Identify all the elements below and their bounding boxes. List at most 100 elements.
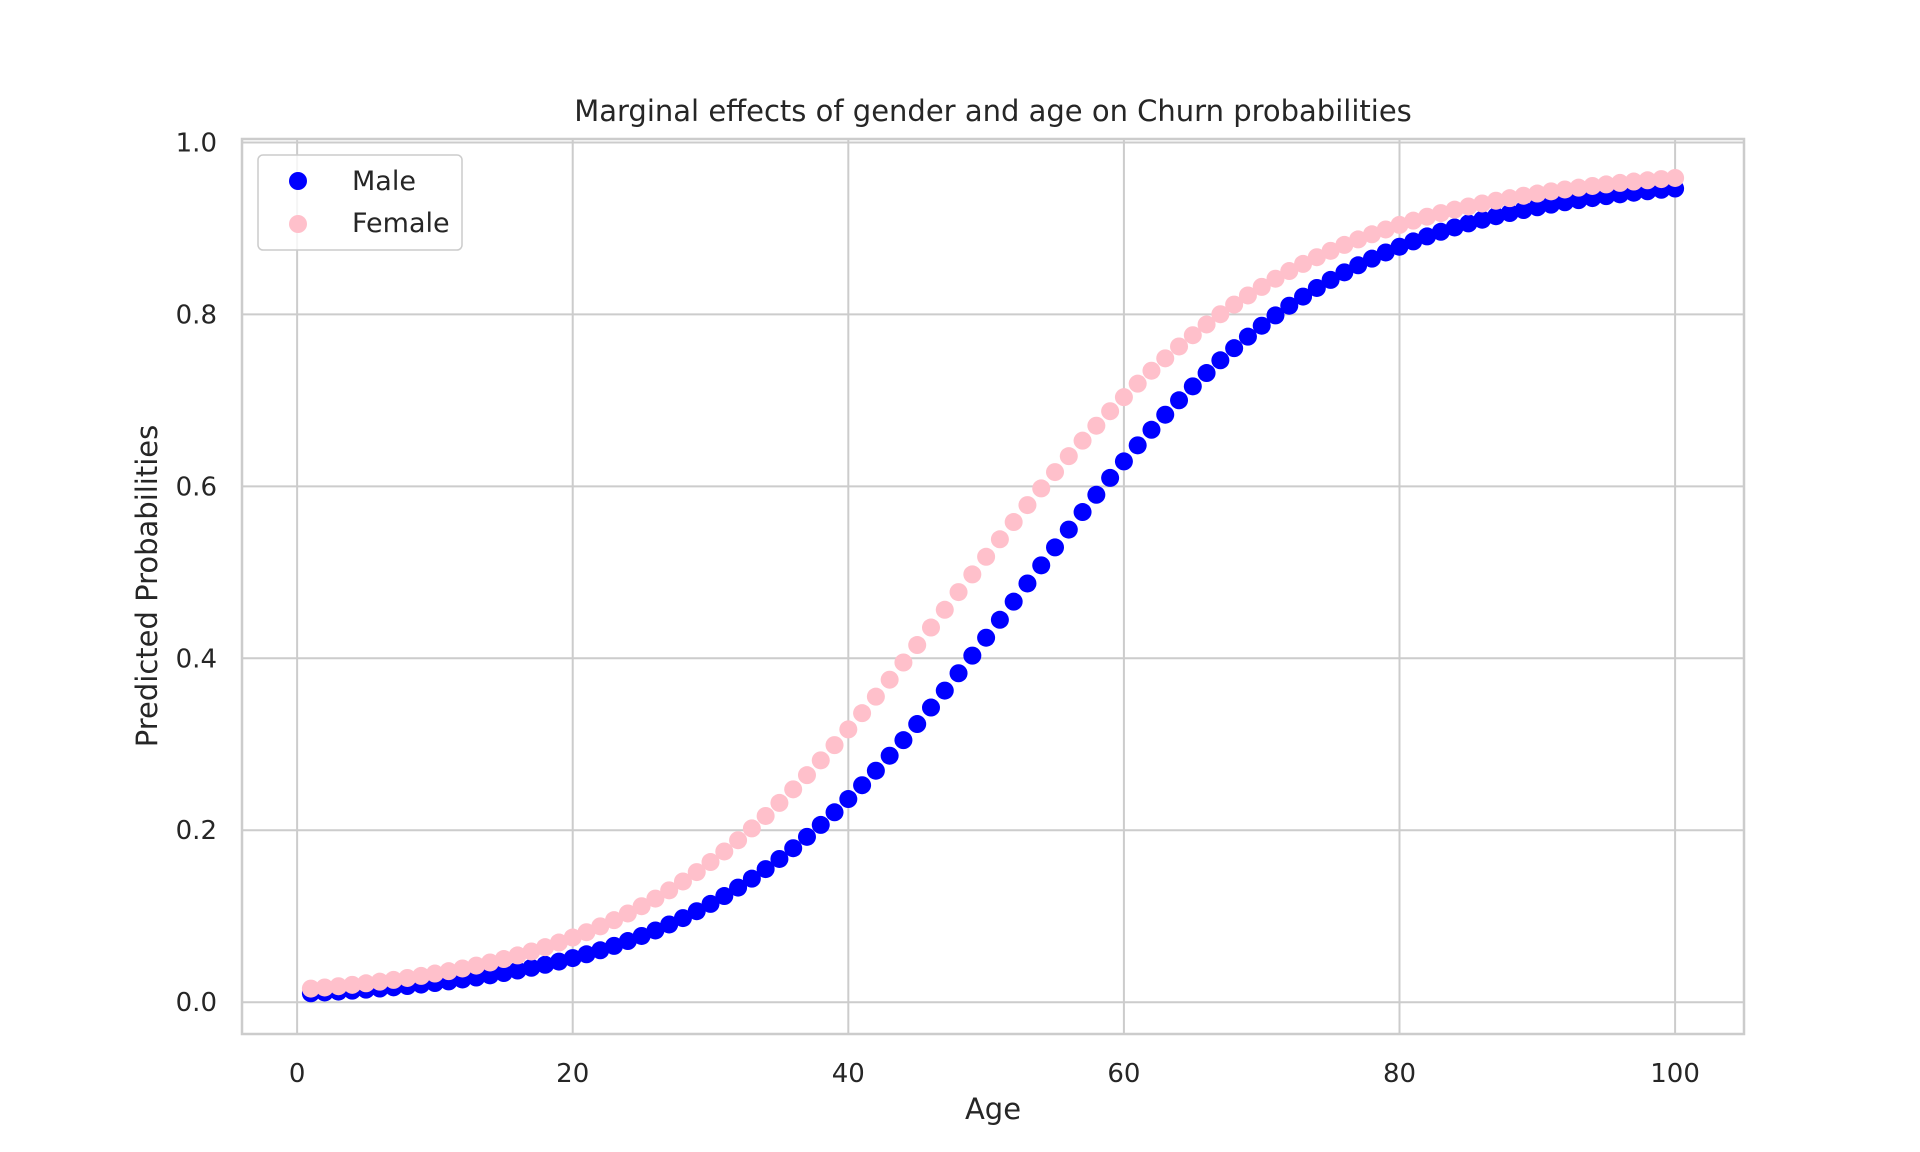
female-point — [1073, 431, 1092, 450]
male-point — [646, 921, 665, 940]
female-point — [563, 928, 582, 947]
female-point — [701, 853, 720, 872]
female-point — [1376, 220, 1395, 239]
x-tick-label: 0 — [289, 1059, 306, 1089]
male-point — [1156, 405, 1175, 424]
male-point — [494, 964, 513, 983]
female-point — [1528, 184, 1547, 203]
female-point — [522, 942, 541, 961]
female-point — [853, 704, 872, 723]
male-point — [1445, 218, 1464, 237]
female-point — [1624, 172, 1643, 191]
male-point — [1362, 249, 1381, 268]
female-point — [1059, 447, 1078, 466]
male-point — [1114, 452, 1133, 471]
male-point — [729, 878, 748, 897]
male-point — [880, 746, 899, 765]
male-point — [536, 955, 555, 974]
male-point — [1128, 436, 1147, 455]
male-point — [1349, 256, 1368, 275]
male-point — [908, 715, 927, 734]
male-point — [1473, 210, 1492, 229]
male-point — [618, 932, 637, 951]
female-point — [1018, 496, 1037, 515]
female-point — [1652, 170, 1671, 189]
female-point — [1569, 178, 1588, 197]
male-point — [990, 610, 1009, 629]
x-tick-label: 40 — [832, 1059, 865, 1089]
female-point — [1087, 416, 1106, 435]
male-point — [1211, 351, 1230, 370]
female-point — [1280, 262, 1299, 281]
male-point — [577, 945, 596, 964]
female-point — [811, 751, 830, 770]
male-point — [1307, 278, 1326, 297]
female-point — [1459, 197, 1478, 216]
legend-marker-female — [289, 215, 307, 233]
female-point — [839, 720, 858, 739]
female-point — [1197, 315, 1216, 334]
legend-marker-male — [289, 172, 307, 190]
male-point — [1514, 201, 1533, 220]
male-point — [1569, 191, 1588, 210]
female-point — [398, 968, 417, 987]
legend-label-male: Male — [352, 166, 416, 197]
female-point — [1183, 326, 1202, 345]
male-point — [1266, 306, 1285, 325]
male-point — [853, 776, 872, 795]
female-point — [536, 938, 555, 957]
female-point — [508, 946, 527, 965]
grid-lines — [242, 139, 1744, 1034]
male-point — [549, 952, 568, 971]
male-point — [563, 949, 582, 968]
male-point — [687, 902, 706, 921]
male-point — [660, 915, 679, 934]
x-tick-label: 100 — [1650, 1059, 1700, 1089]
male-point — [921, 698, 940, 717]
female-point — [301, 979, 320, 998]
male-point — [1321, 270, 1340, 289]
plot-frame — [240, 137, 1746, 1036]
female-point — [1514, 186, 1533, 205]
male-point — [963, 646, 982, 665]
series-male — [301, 179, 1685, 1003]
female-point — [1349, 230, 1368, 249]
female-point — [977, 547, 996, 566]
male-point — [632, 926, 651, 945]
female-point — [549, 933, 568, 952]
female-point — [646, 889, 665, 908]
y-tick-label: 0.6 — [176, 472, 217, 502]
female-point — [1362, 225, 1381, 244]
female-point — [866, 687, 885, 706]
series-female — [301, 168, 1685, 998]
male-point — [1390, 237, 1409, 256]
female-point — [660, 881, 679, 900]
male-point — [1142, 420, 1161, 439]
female-point — [1335, 235, 1354, 254]
male-point — [1431, 222, 1450, 241]
female-point — [329, 977, 348, 996]
y-tick-label: 0.4 — [176, 644, 217, 674]
female-point — [1156, 349, 1175, 368]
female-point — [1583, 176, 1602, 195]
female-point — [742, 819, 761, 838]
male-point — [866, 761, 885, 780]
female-point — [467, 956, 486, 975]
female-point — [481, 953, 500, 972]
female-point — [894, 653, 913, 672]
male-point — [1404, 232, 1423, 251]
male-point — [591, 941, 610, 960]
female-point — [1046, 463, 1065, 482]
female-point — [949, 583, 968, 602]
female-point — [825, 736, 844, 755]
female-point — [591, 917, 610, 936]
female-point — [1032, 479, 1051, 498]
female-point — [673, 872, 692, 891]
male-point — [1294, 287, 1313, 306]
male-point — [770, 849, 789, 868]
x-tick-label: 60 — [1107, 1059, 1140, 1089]
male-point — [839, 790, 858, 809]
male-point — [784, 839, 803, 858]
legend-box — [257, 154, 463, 251]
